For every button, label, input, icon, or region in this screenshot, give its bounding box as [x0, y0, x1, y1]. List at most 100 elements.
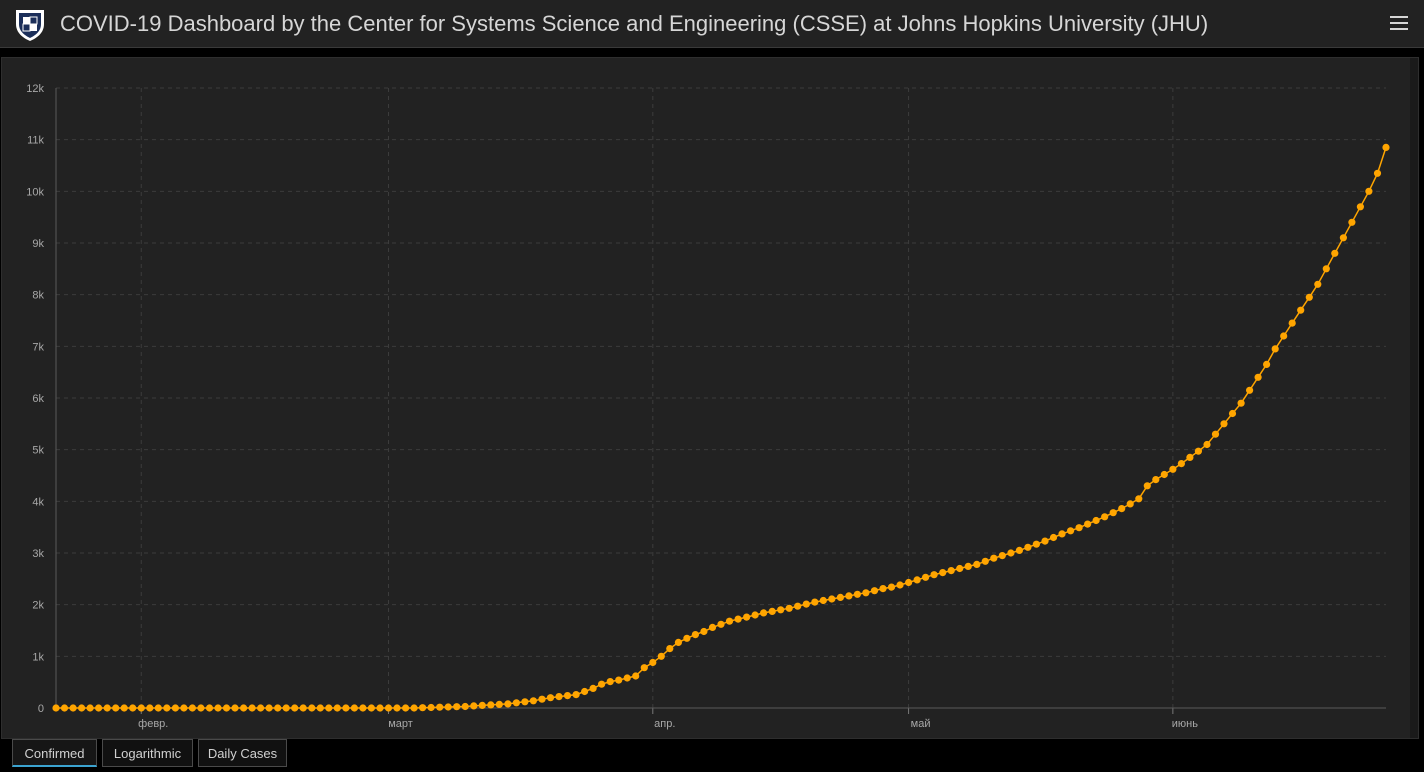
- data-point: [444, 703, 452, 711]
- data-point: [743, 613, 751, 621]
- data-point: [828, 595, 836, 603]
- data-point: [1075, 524, 1083, 532]
- data-point: [674, 638, 683, 647]
- data-point: [171, 704, 179, 712]
- data-point: [231, 704, 239, 712]
- data-point: [299, 704, 307, 712]
- data-point: [1228, 409, 1237, 418]
- data-point: [376, 704, 384, 712]
- data-point: [555, 693, 563, 701]
- data-point: [632, 672, 640, 680]
- data-point: [572, 691, 580, 699]
- data-point: [1084, 520, 1092, 528]
- confirmed-cases-chart: 0 1k 2k 3k 4k 5k 6k 7k 8k 9k 10k 11k 12k февр. март апр…: [26, 83, 1390, 730]
- data-point: [427, 703, 435, 712]
- data-point: [1339, 234, 1347, 242]
- data-point: [69, 704, 77, 712]
- data-point: [683, 634, 691, 642]
- data-point: [1024, 543, 1032, 551]
- data-point: [86, 704, 94, 712]
- tab-daily-cases[interactable]: Daily Cases: [198, 739, 287, 767]
- y-tick-label: 5k: [32, 445, 44, 457]
- app-header: COVID-19 Dashboard by the Center for Sys…: [0, 0, 1424, 48]
- data-point: [478, 701, 486, 710]
- data-point: [973, 560, 981, 568]
- chart-scrollbar[interactable]: [1410, 58, 1418, 738]
- data-point: [734, 615, 742, 623]
- data-point: [1058, 530, 1066, 538]
- data-point: [410, 704, 418, 712]
- hamburger-menu-icon[interactable]: [1388, 12, 1410, 34]
- x-tick-label: апр.: [654, 718, 675, 730]
- data-point: [964, 562, 972, 570]
- data-point: [282, 704, 290, 712]
- data-point: [1288, 319, 1296, 327]
- tab-logarithmic[interactable]: Logarithmic: [102, 739, 193, 767]
- data-point: [248, 704, 256, 712]
- data-point: [436, 703, 444, 711]
- data-point: [538, 695, 546, 703]
- data-point: [1007, 549, 1015, 557]
- data-point: [350, 704, 358, 712]
- data-point: [495, 700, 503, 709]
- data-point: [879, 585, 887, 593]
- data-point: [870, 587, 879, 595]
- data-point: [606, 678, 614, 686]
- chart-panel: 0 1k 2k 3k 4k 5k 6k 7k 8k 9k 10k 11k 12k февр. март апр…: [1, 57, 1419, 739]
- x-tick-label: июнь: [1172, 718, 1198, 730]
- data-point: [947, 567, 955, 575]
- data-point: [623, 674, 631, 682]
- data-point: [120, 704, 128, 712]
- data-point: [1373, 169, 1382, 177]
- data-point: [768, 607, 776, 616]
- y-tick-label: 11k: [27, 135, 44, 147]
- data-point: [222, 704, 231, 712]
- y-tick-label: 10k: [26, 186, 44, 198]
- data-point: [359, 704, 367, 712]
- data-point: [188, 704, 196, 712]
- data-point: [1015, 546, 1024, 554]
- data-point: [913, 576, 921, 584]
- data-point: [342, 704, 350, 712]
- chart-tab-bar: Confirmed Logarithmic Daily Cases: [0, 739, 1424, 772]
- data-point: [274, 704, 282, 712]
- data-point: [845, 592, 853, 600]
- data-point: [1246, 386, 1254, 394]
- data-point: [1280, 332, 1288, 340]
- data-point: [794, 602, 802, 610]
- y-tick-label: 4k: [32, 496, 44, 508]
- data-point: [1118, 505, 1126, 513]
- data-point: [657, 652, 665, 660]
- data-point: [811, 598, 819, 606]
- data-point: [95, 704, 103, 712]
- tab-confirmed[interactable]: Confirmed: [12, 739, 97, 767]
- data-point: [146, 704, 154, 712]
- data-point: [1237, 399, 1245, 407]
- data-point: [103, 704, 111, 712]
- data-point: [1101, 513, 1109, 521]
- data-point: [546, 694, 555, 702]
- data-point: [197, 704, 205, 712]
- data-point: [1254, 373, 1262, 381]
- y-tick-label: 1k: [32, 651, 44, 663]
- x-tick-label: март: [388, 718, 413, 730]
- data-point: [1143, 482, 1151, 490]
- data-point: [760, 609, 768, 617]
- data-point: [1092, 516, 1100, 525]
- data-point: [1067, 527, 1075, 535]
- data-point: [563, 692, 572, 700]
- data-point: [1186, 453, 1194, 461]
- data-point: [708, 623, 717, 632]
- data-point: [1382, 143, 1390, 151]
- data-point: [1177, 460, 1185, 468]
- page-title: COVID-19 Dashboard by the Center for Sys…: [60, 11, 1209, 36]
- data-point: [163, 704, 171, 712]
- data-point: [1049, 533, 1058, 542]
- data-point: [402, 704, 410, 712]
- y-tick-label: 2k: [32, 600, 44, 612]
- y-tick-label: 7k: [32, 341, 44, 353]
- data-point: [905, 578, 913, 587]
- data-point: [512, 699, 520, 707]
- data-point: [862, 589, 870, 597]
- data-point: [777, 606, 785, 614]
